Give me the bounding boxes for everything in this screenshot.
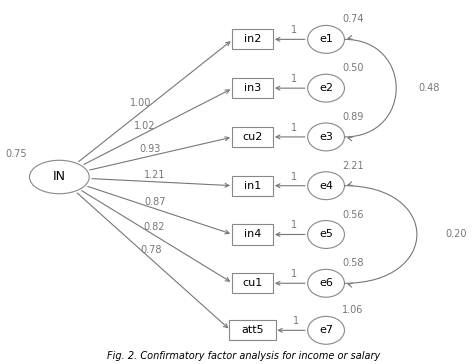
FancyBboxPatch shape [231, 175, 273, 196]
Circle shape [307, 316, 345, 344]
Text: 1: 1 [291, 220, 298, 230]
Text: att5: att5 [241, 325, 264, 335]
Text: 1: 1 [291, 269, 298, 279]
FancyBboxPatch shape [231, 224, 273, 245]
Circle shape [307, 74, 345, 102]
Text: 0.87: 0.87 [144, 197, 166, 207]
Text: 1.02: 1.02 [134, 120, 156, 131]
Text: 0.58: 0.58 [342, 258, 364, 268]
Text: 1: 1 [291, 123, 298, 133]
Text: 0.93: 0.93 [139, 145, 161, 154]
Circle shape [307, 123, 345, 151]
Text: Fig. 2. Confirmatory factor analysis for income or salary: Fig. 2. Confirmatory factor analysis for… [107, 351, 380, 361]
Text: 1.06: 1.06 [342, 305, 364, 315]
Text: 0.89: 0.89 [342, 112, 364, 122]
Text: e2: e2 [319, 83, 333, 93]
Text: 1.21: 1.21 [144, 170, 165, 181]
Circle shape [307, 172, 345, 199]
Circle shape [307, 221, 345, 249]
Text: 1: 1 [291, 25, 298, 35]
Text: cu2: cu2 [242, 132, 263, 142]
FancyBboxPatch shape [229, 320, 276, 340]
FancyBboxPatch shape [231, 29, 273, 50]
Text: 0.56: 0.56 [342, 210, 364, 219]
FancyBboxPatch shape [231, 273, 273, 293]
Text: e6: e6 [319, 278, 333, 288]
Text: in1: in1 [244, 181, 261, 191]
Text: e7: e7 [319, 325, 333, 335]
Text: e1: e1 [319, 34, 333, 44]
Text: 2.21: 2.21 [342, 161, 364, 171]
Text: in4: in4 [244, 229, 261, 240]
FancyBboxPatch shape [231, 78, 273, 98]
Text: in3: in3 [244, 83, 261, 93]
Text: in2: in2 [244, 34, 261, 44]
Text: e5: e5 [319, 229, 333, 240]
FancyBboxPatch shape [231, 127, 273, 147]
Text: 1: 1 [293, 316, 298, 326]
Text: e4: e4 [319, 181, 333, 191]
Circle shape [307, 25, 345, 53]
Text: 1: 1 [291, 171, 298, 182]
Text: e3: e3 [319, 132, 333, 142]
Text: 0.74: 0.74 [342, 15, 364, 24]
Text: IN: IN [53, 170, 66, 183]
Text: 0.78: 0.78 [141, 245, 162, 255]
Text: 0.48: 0.48 [418, 83, 439, 93]
Ellipse shape [30, 160, 89, 194]
Text: 0.82: 0.82 [143, 222, 165, 232]
Text: 0.20: 0.20 [446, 229, 467, 240]
Text: 1.00: 1.00 [130, 98, 152, 108]
Text: 0.75: 0.75 [6, 149, 27, 159]
Text: cu1: cu1 [242, 278, 263, 288]
Circle shape [307, 269, 345, 297]
Text: 0.50: 0.50 [342, 63, 364, 73]
Text: 1: 1 [291, 74, 298, 84]
